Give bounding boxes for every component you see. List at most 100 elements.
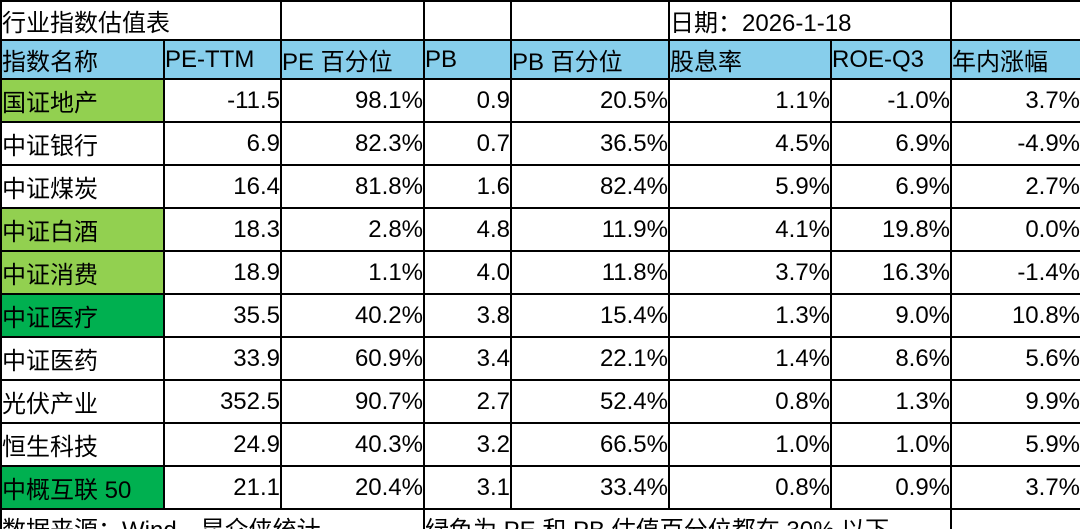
index-name-cell: 光伏产业 [0, 379, 165, 424]
pb-percentile-cell: 33.4% [510, 465, 670, 510]
pe-percentile-cell: 2.8% [280, 207, 425, 252]
index-name-cell: 恒生科技 [0, 422, 165, 467]
roe-q3-cell: 9.0% [829, 293, 953, 338]
col-header-ytd-change: 年内涨幅 [950, 39, 1080, 80]
footer-row: 数据来源：Wind，昆仑侠统计 绿色为 PE 和 PB 估值百分位都在 30% … [0, 508, 1080, 529]
pb-cell: 4.0 [423, 250, 512, 295]
pb-cell: 3.1 [423, 465, 512, 510]
pb-cell: 3.4 [423, 336, 512, 381]
legend-note: 绿色为 PE 和 PB 估值百分位都在 30% 以下 [422, 508, 953, 529]
pb-percentile-cell: 22.1% [510, 336, 670, 381]
dividend-yield-cell: 0.8% [668, 465, 832, 510]
ytd-change-cell: 10.8% [950, 293, 1080, 338]
pb-percentile-cell: 20.5% [510, 78, 670, 123]
roe-q3-cell: 6.9% [829, 121, 953, 166]
pe-ttm-cell: 33.9 [163, 336, 282, 381]
empty-cell [510, 0, 670, 41]
table-row: 国证地产 -11.5 98.1% 0.9 20.5% 1.1% -1.0% 3.… [0, 78, 1080, 123]
roe-q3-cell: 6.9% [829, 164, 953, 209]
pb-percentile-cell: 52.4% [510, 379, 670, 424]
index-name-cell: 中证医药 [0, 336, 165, 381]
index-name-cell: 中证银行 [0, 121, 165, 166]
pe-percentile-cell: 81.8% [280, 164, 425, 209]
empty-cell [280, 0, 425, 41]
roe-q3-cell: 19.8% [829, 207, 953, 252]
index-name-cell: 中概互联 50 [0, 465, 165, 510]
pe-ttm-cell: 18.3 [163, 207, 282, 252]
date-label: 日期：2026-1-18 [667, 0, 953, 41]
pe-ttm-cell: 35.5 [163, 293, 282, 338]
dividend-yield-cell: 1.1% [668, 78, 832, 123]
dividend-yield-cell: 1.0% [668, 422, 832, 467]
table-title: 行业指数估值表 [0, 0, 282, 41]
pb-cell: 4.8 [423, 207, 512, 252]
table-row: 恒生科技 24.9 40.3% 3.2 66.5% 1.0% 1.0% 5.9% [0, 422, 1080, 467]
pe-ttm-cell: 21.1 [163, 465, 282, 510]
index-name-cell: 中证白酒 [0, 207, 165, 252]
pe-percentile-cell: 98.1% [280, 78, 425, 123]
pb-cell: 0.9 [423, 78, 512, 123]
pb-percentile-cell: 82.4% [510, 164, 670, 209]
roe-q3-cell: -1.0% [829, 78, 953, 123]
table-row: 中证医疗 35.5 40.2% 3.8 15.4% 1.3% 9.0% 10.8… [0, 293, 1080, 338]
ytd-change-cell: -4.9% [950, 121, 1080, 166]
roe-q3-cell: 8.6% [829, 336, 953, 381]
pb-cell: 3.8 [423, 293, 512, 338]
ytd-change-cell: -1.4% [950, 250, 1080, 295]
pe-percentile-cell: 1.1% [280, 250, 425, 295]
pb-cell: 0.7 [423, 121, 512, 166]
pb-percentile-cell: 15.4% [510, 293, 670, 338]
pe-ttm-cell: 18.9 [163, 250, 282, 295]
dividend-yield-cell: 1.4% [668, 336, 832, 381]
empty-cell [423, 0, 512, 41]
index-name-cell: 中证消费 [0, 250, 165, 295]
pe-percentile-cell: 60.9% [280, 336, 425, 381]
pe-ttm-cell: 24.9 [163, 422, 282, 467]
dividend-yield-cell: 0.8% [668, 379, 832, 424]
col-header-pb-percentile: PB 百分位 [510, 39, 670, 80]
table-row: 中证消费 18.9 1.1% 4.0 11.8% 3.7% 16.3% -1.4… [0, 250, 1080, 295]
col-header-roe-q3: ROE-Q3 [829, 39, 953, 80]
ytd-change-cell: 0.0% [950, 207, 1080, 252]
table-row: 中证煤炭 16.4 81.8% 1.6 82.4% 5.9% 6.9% 2.7% [0, 164, 1080, 209]
pb-cell: 1.6 [423, 164, 512, 209]
pb-cell: 2.7 [423, 379, 512, 424]
ytd-change-cell: 3.7% [950, 78, 1080, 123]
table-row: 光伏产业 352.5 90.7% 2.7 52.4% 0.8% 1.3% 9.9… [0, 379, 1080, 424]
data-source-label: 数据来源：Wind，昆仑侠统计 [0, 508, 425, 529]
roe-q3-cell: 1.0% [829, 422, 953, 467]
col-header-dividend-yield: 股息率 [668, 39, 832, 80]
pe-ttm-cell: 6.9 [163, 121, 282, 166]
pb-percentile-cell: 66.5% [510, 422, 670, 467]
table-row: 中概互联 50 21.1 20.4% 3.1 33.4% 0.8% 0.9% 3… [0, 465, 1080, 510]
roe-q3-cell: 0.9% [829, 465, 953, 510]
pe-ttm-cell: 16.4 [163, 164, 282, 209]
pe-percentile-cell: 82.3% [280, 121, 425, 166]
pe-ttm-cell: -11.5 [163, 78, 282, 123]
dividend-yield-cell: 3.7% [668, 250, 832, 295]
pe-percentile-cell: 90.7% [280, 379, 425, 424]
header-row: 指数名称 PE-TTM PE 百分位 PB PB 百分位 股息率 ROE-Q3 … [0, 39, 1080, 80]
col-header-pb: PB [423, 39, 512, 80]
roe-q3-cell: 1.3% [829, 379, 953, 424]
empty-cell [950, 0, 1080, 41]
ytd-change-cell: 2.7% [950, 164, 1080, 209]
col-header-index-name: 指数名称 [0, 39, 165, 80]
col-header-pe-ttm: PE-TTM [163, 39, 282, 80]
pb-cell: 3.2 [423, 422, 512, 467]
index-name-cell: 中证医疗 [0, 293, 165, 338]
ytd-change-cell: 5.6% [950, 336, 1080, 381]
index-name-cell: 国证地产 [0, 78, 165, 123]
pe-ttm-cell: 352.5 [163, 379, 282, 424]
pe-percentile-cell: 40.2% [280, 293, 425, 338]
ytd-change-cell: 3.7% [950, 465, 1080, 510]
col-header-pe-percentile: PE 百分位 [280, 39, 425, 80]
index-name-cell: 中证煤炭 [0, 164, 165, 209]
dividend-yield-cell: 5.9% [668, 164, 832, 209]
ytd-change-cell: 9.9% [950, 379, 1080, 424]
title-row: 行业指数估值表 日期：2026-1-18 [0, 0, 1080, 41]
pb-percentile-cell: 36.5% [510, 121, 670, 166]
pe-percentile-cell: 20.4% [280, 465, 425, 510]
